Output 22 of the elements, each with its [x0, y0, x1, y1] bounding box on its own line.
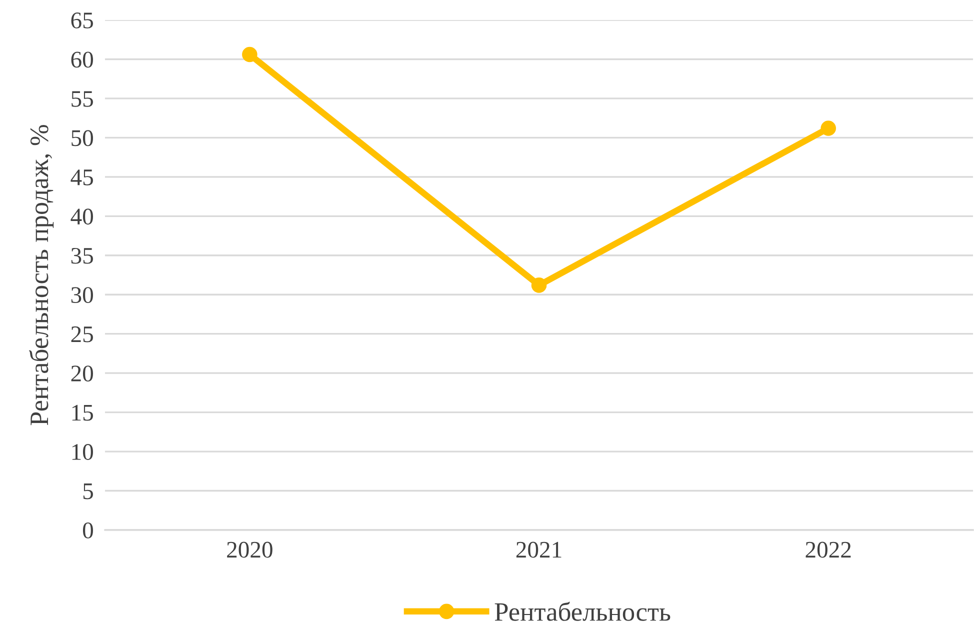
y-tick-label: 10 [72, 444, 93, 460]
y-tick-label: 20 [71, 366, 93, 382]
y-tick-label: 40 [70, 208, 93, 225]
y-tick-label: 5 [83, 484, 93, 500]
y-tick-label: 0 [82, 522, 93, 538]
y-tick-label: 65 [71, 12, 93, 28]
x-tick-label: 2022 [806, 542, 851, 558]
y-tick-label: 60 [71, 52, 93, 68]
y-tick-label: 30 [71, 287, 93, 304]
x-tick-label: 2021 [516, 542, 562, 558]
y-tick-label: 55 [72, 91, 93, 107]
point [242, 46, 258, 62]
legend-label: Рентабельность [494, 602, 670, 621]
y-tick-label: 15 [72, 404, 93, 421]
y-axis-title: Рентабельность продаж, % [29, 124, 54, 426]
y-tick-label: 50 [72, 130, 93, 146]
point [531, 278, 547, 293]
y-tick-label: 25 [71, 326, 93, 342]
x-tick-label: 2020 [227, 542, 272, 558]
point [820, 120, 836, 136]
y-tick-label: 45 [70, 170, 93, 186]
y-tick-label: 35 [71, 248, 93, 264]
